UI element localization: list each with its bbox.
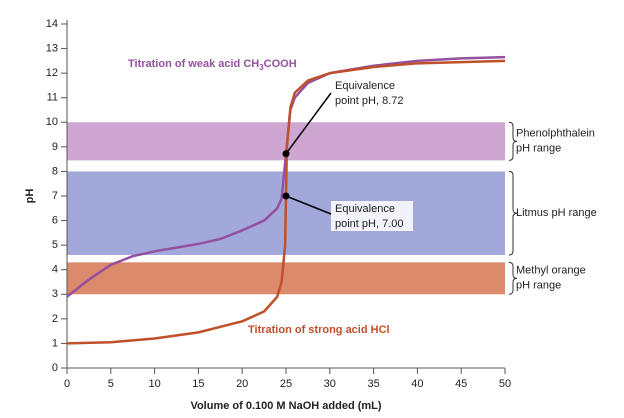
- indicator-band: [67, 262, 505, 295]
- curve-label-part: Titration of weak acid CH: [128, 58, 259, 70]
- y-tick-label: 5: [52, 239, 58, 251]
- y-tick-label: 6: [52, 214, 58, 226]
- x-tick-label: 50: [499, 378, 511, 390]
- equivalence-point: [282, 150, 290, 158]
- band-brace: [508, 170, 518, 256]
- y-tick-label: 11: [47, 92, 58, 104]
- x-tick-label: 30: [324, 378, 336, 390]
- y-tick-label: 9: [52, 141, 58, 153]
- annotation-text: Equivalence: [335, 203, 395, 215]
- curve-label: Titration of weak acid CH3COOH: [128, 58, 297, 72]
- x-tick-label: 45: [455, 378, 467, 390]
- x-tick-label: 40: [411, 378, 423, 390]
- annotation-leader: [285, 195, 332, 215]
- annotation-box: [331, 78, 413, 108]
- annotation-leader: [285, 92, 332, 155]
- y-tick-label: 10: [46, 116, 58, 128]
- y-tick-label: 13: [46, 42, 58, 54]
- y-axis-label: pH: [24, 189, 36, 204]
- annotation-box: [331, 201, 413, 231]
- y-tick-label: 4: [52, 264, 58, 276]
- y-tick-label: 3: [52, 288, 58, 300]
- y-tick-label: 12: [46, 67, 58, 79]
- x-tick-label: 0: [64, 378, 70, 390]
- curve-label: Titration of strong acid HCl: [248, 324, 390, 336]
- curve-label-part: COOH: [264, 58, 297, 70]
- y-tick-label: 14: [46, 18, 58, 30]
- band-label: pH range: [516, 143, 561, 155]
- band-label: Methyl orange: [516, 265, 586, 277]
- annotation-text: point pH, 7.00: [335, 218, 404, 230]
- band-label: Litmus pH range: [516, 207, 597, 219]
- y-tick-label: 2: [52, 313, 58, 325]
- x-tick-label: 5: [108, 378, 114, 390]
- band-brace: [508, 261, 518, 295]
- x-axis-label: Volume of 0.100 M NaOH added (mL): [190, 400, 381, 412]
- x-tick-label: 15: [192, 378, 204, 390]
- x-tick-label: 10: [148, 378, 160, 390]
- y-tick-label: 1: [52, 337, 58, 349]
- y-tick-label: 7: [52, 190, 58, 202]
- x-tick-label: 35: [367, 378, 379, 390]
- equivalence-point: [282, 192, 290, 200]
- band-label: Phenolphthalein: [516, 128, 595, 140]
- y-tick-label: 8: [52, 165, 58, 177]
- annotation-text: Equivalence: [335, 80, 395, 92]
- y-tick-label: 0: [52, 362, 58, 374]
- band-brace: [508, 121, 518, 161]
- band-label: pH range: [516, 280, 561, 292]
- x-tick-label: 20: [236, 378, 248, 390]
- annotation-text: point pH, 8.72: [335, 95, 404, 107]
- curve-label-part: Titration of strong acid HCl: [248, 324, 390, 336]
- x-tick-label: 25: [280, 378, 292, 390]
- curve-label-part: 3: [259, 63, 264, 72]
